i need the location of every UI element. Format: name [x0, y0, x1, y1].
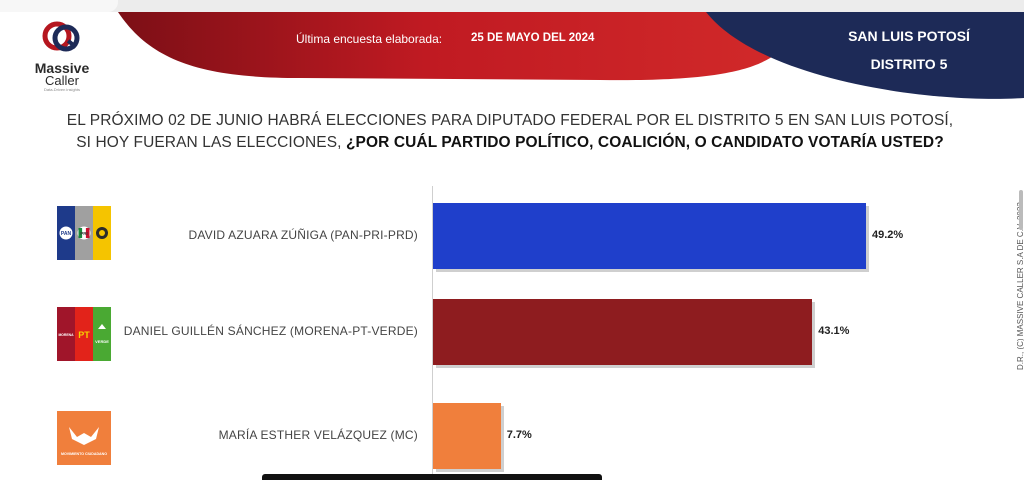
header-navy-shape [706, 12, 1024, 99]
massive-caller-logo: Massive Caller Data-Driven insights [22, 18, 102, 93]
verde-logo-text: VERDE [95, 339, 109, 344]
pri-logo-text: PRI [80, 231, 88, 236]
bar-2 [433, 299, 813, 365]
coalition-pan-pri-prd-logo: PAN PRI [57, 206, 111, 260]
value-label-1: 49.2% [871, 229, 904, 241]
header-banner [118, 12, 1024, 99]
bar-1 [433, 203, 866, 269]
survey-date: 25 DE MAYO DEL 2024 [471, 32, 595, 44]
bar-3 [433, 403, 501, 469]
bottom-overlay-bar [262, 474, 602, 480]
value-label-3: 7.7% [506, 429, 532, 441]
mc-logo: MOVIMIENTO CIUDADANO [57, 411, 111, 465]
chart-axis-line [432, 186, 433, 480]
pt-logo-text: PT [78, 330, 90, 340]
scrollbar-thumb[interactable] [1019, 190, 1023, 230]
coalition-morena-pt-verde-logo: MORENA PT VERDE [57, 307, 111, 361]
morena-logo-text: MORENA [58, 333, 74, 337]
candidate-label-1: DAVID AZUARA ZÚÑIGA (PAN-PRI-PRD) [188, 228, 418, 242]
question-line-1: EL PRÓXIMO 02 DE JUNIO HABRÁ ELECCIONES … [66, 112, 954, 129]
candidate-label-3: MARÍA ESTHER VELÁZQUEZ (MC) [218, 428, 418, 442]
top-tab [0, 0, 118, 12]
brand-name: Massive [34, 60, 90, 76]
question-line-2-plain: SI HOY FUERAN LAS ELECCIONES, [76, 134, 346, 151]
district-name: DISTRITO 5 [870, 56, 948, 72]
logo-mark-icon [42, 21, 80, 52]
pan-logo-text: PAN [61, 231, 72, 237]
header-red-shape [118, 12, 800, 81]
value-label-2: 43.1% [818, 325, 850, 337]
survey-question: EL PRÓXIMO 02 DE JUNIO HABRÁ ELECCIONES … [20, 110, 1000, 154]
brand-tag: Data-Driven insights [43, 87, 80, 92]
state-name: SAN LUIS POTOSÍ [848, 28, 970, 44]
candidate-label-2: DANIEL GUILLÉN SÁNCHEZ (MORENA-PT-VERDE) [123, 324, 418, 338]
question-line-2-bold: ¿POR CUÁL PARTIDO POLÍTICO, COALICIÓN, O… [345, 134, 944, 151]
survey-label: Última encuesta elaborada: [296, 32, 443, 46]
question-line-2: SI HOY FUERAN LAS ELECCIONES, ¿POR CUÁL … [20, 132, 1000, 154]
mc-logo-text: MOVIMIENTO CIUDADANO [61, 452, 107, 456]
brand-sub: Caller [45, 73, 79, 88]
top-strip [0, 0, 1024, 12]
region-block: SAN LUIS POTOSÍ DISTRITO 5 [834, 22, 984, 78]
